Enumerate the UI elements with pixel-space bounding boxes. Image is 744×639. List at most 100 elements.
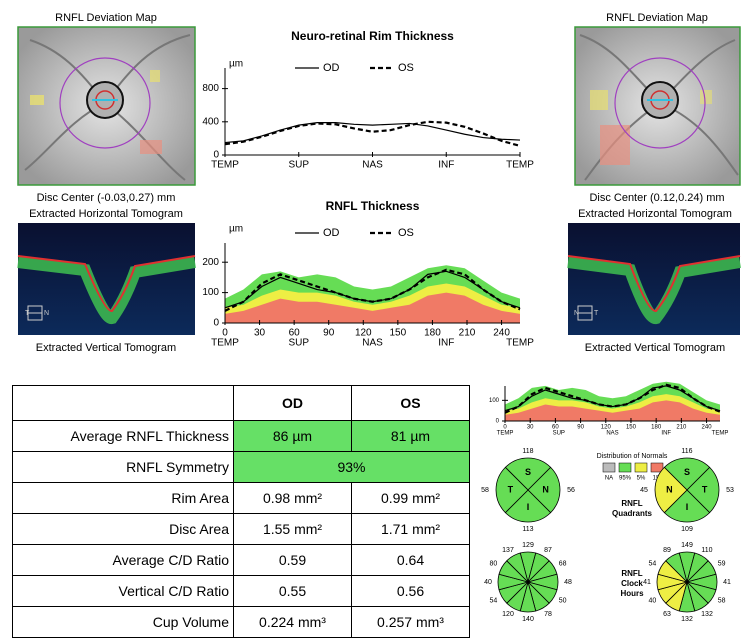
clock-value: 63: [663, 611, 671, 618]
value-cell: 93%: [234, 452, 470, 483]
region-label: SUP: [288, 338, 309, 349]
quadrant-value: 58: [481, 487, 489, 494]
clock-value: 87: [544, 547, 552, 554]
quadrant-caption: RNFL: [621, 499, 642, 508]
region-label: TEMP: [506, 338, 534, 349]
chart-title: RNFL Thickness: [326, 199, 420, 213]
clock-value: 59: [718, 560, 726, 567]
legend-swatch: [619, 463, 631, 472]
legend-label: OD: [323, 62, 340, 74]
clock-value: 80: [489, 560, 497, 567]
tomogram-caption: Extracted Vertical Tomogram: [36, 342, 176, 354]
clock-value: 137: [502, 547, 514, 554]
x-tick-label: 30: [254, 328, 266, 339]
map-title: RNFL Deviation Map: [55, 12, 157, 24]
clock-value: 50: [559, 597, 567, 604]
value-cell: 0.224 mm³: [234, 607, 352, 638]
quadrant-letter: I: [527, 502, 530, 512]
region-label: TEMP: [211, 338, 239, 349]
clock-value: 140: [522, 616, 534, 623]
orientation-label: T: [25, 310, 30, 317]
region-label: INF: [438, 338, 454, 349]
quadrant-value: 45: [640, 487, 648, 494]
report: RNFL Deviation Map Disc Center (-0.03,0.…: [0, 0, 744, 639]
value-cell: 0.59: [234, 545, 352, 576]
table-row: Average RNFL Thickness86 µm81 µm: [13, 421, 470, 452]
legend-label: NA: [605, 476, 613, 482]
row-label: RNFL Symmetry: [13, 452, 234, 483]
region-label: NAS: [606, 431, 618, 437]
x-tick-label: TEMP: [506, 160, 534, 171]
map-title: RNFL Deviation Map: [606, 12, 708, 24]
quadrant-value: 56: [567, 487, 575, 494]
x-tick-label: 210: [676, 425, 687, 431]
row-label: Cup Volume: [13, 607, 234, 638]
x-tick-label: 240: [702, 425, 713, 431]
clock-value: 110: [701, 547, 712, 554]
clock-value: 58: [718, 597, 726, 604]
y-tick-label: 100: [202, 287, 219, 298]
value-cell: 86 µm: [234, 421, 352, 452]
tomogram-caption: Extracted Horizontal Tomogram: [578, 208, 732, 220]
x-tick-label: 210: [459, 328, 476, 339]
quadrant-letter: I: [686, 502, 689, 512]
value-cell: 0.257 mm³: [352, 607, 470, 638]
legend-label: OS: [398, 227, 414, 239]
table-row: Vertical C/D Ratio0.550.56: [13, 576, 470, 607]
tomogram-left: [18, 223, 195, 335]
y-axis-label: µm: [229, 59, 243, 70]
chart-title: Neuro-retinal Rim Thickness: [291, 29, 454, 43]
quadrant-caption: Quadrants: [612, 509, 653, 518]
row-label: Vertical C/D Ratio: [13, 576, 234, 607]
x-tick-label: 30: [527, 425, 534, 431]
clock-value: 132: [701, 611, 713, 618]
x-tick-label: 90: [577, 425, 584, 431]
legend-swatch: [635, 463, 647, 472]
row-label: Average C/D Ratio: [13, 545, 234, 576]
tomogram-right: [568, 223, 740, 335]
row-label: Average RNFL Thickness: [13, 421, 234, 452]
quadrant-letter: N: [666, 484, 673, 494]
clock-value: 149: [681, 542, 693, 549]
y-tick-label: 100: [489, 398, 500, 404]
y-tick-label: 0: [496, 419, 500, 425]
clock-value: 54: [489, 597, 497, 604]
clock-value: 48: [564, 579, 572, 586]
region-label: NAS: [362, 338, 383, 349]
clock-value: 40: [648, 597, 656, 604]
deviation-map-left: [18, 27, 195, 185]
clock-value: 132: [681, 616, 693, 623]
value-cell: 0.56: [352, 576, 470, 607]
row-label: Disc Area: [13, 514, 234, 545]
y-tick-label: 400: [202, 116, 219, 127]
x-tick-label: 180: [651, 425, 662, 431]
legend-label: OD: [323, 227, 340, 239]
clock-value: 129: [522, 542, 534, 549]
row-label: Rim Area: [13, 483, 234, 514]
table-row: Cup Volume0.224 mm³0.257 mm³: [13, 607, 470, 638]
region-label: TEMP: [497, 431, 514, 437]
legend-label: 95%: [619, 476, 632, 482]
value-cell: 0.99 mm²: [352, 483, 470, 514]
orientation-label: N: [44, 310, 49, 317]
series-line: [225, 123, 520, 143]
clock-value: 68: [559, 560, 567, 567]
x-tick-label: 90: [323, 328, 335, 339]
quadrant-value: 113: [522, 526, 533, 533]
value-cell: 0.55: [234, 576, 352, 607]
quadrant-letter: T: [508, 484, 514, 494]
clock-value: 120: [502, 611, 514, 618]
value-cell: 0.64: [352, 545, 470, 576]
value-cell: 1.71 mm²: [352, 514, 470, 545]
clock-caption: Clock: [621, 579, 643, 588]
quadrant-letter: T: [702, 484, 708, 494]
x-tick-label: NAS: [362, 160, 383, 171]
quadrant-value: 116: [681, 448, 692, 455]
corner-cell: [13, 386, 234, 421]
